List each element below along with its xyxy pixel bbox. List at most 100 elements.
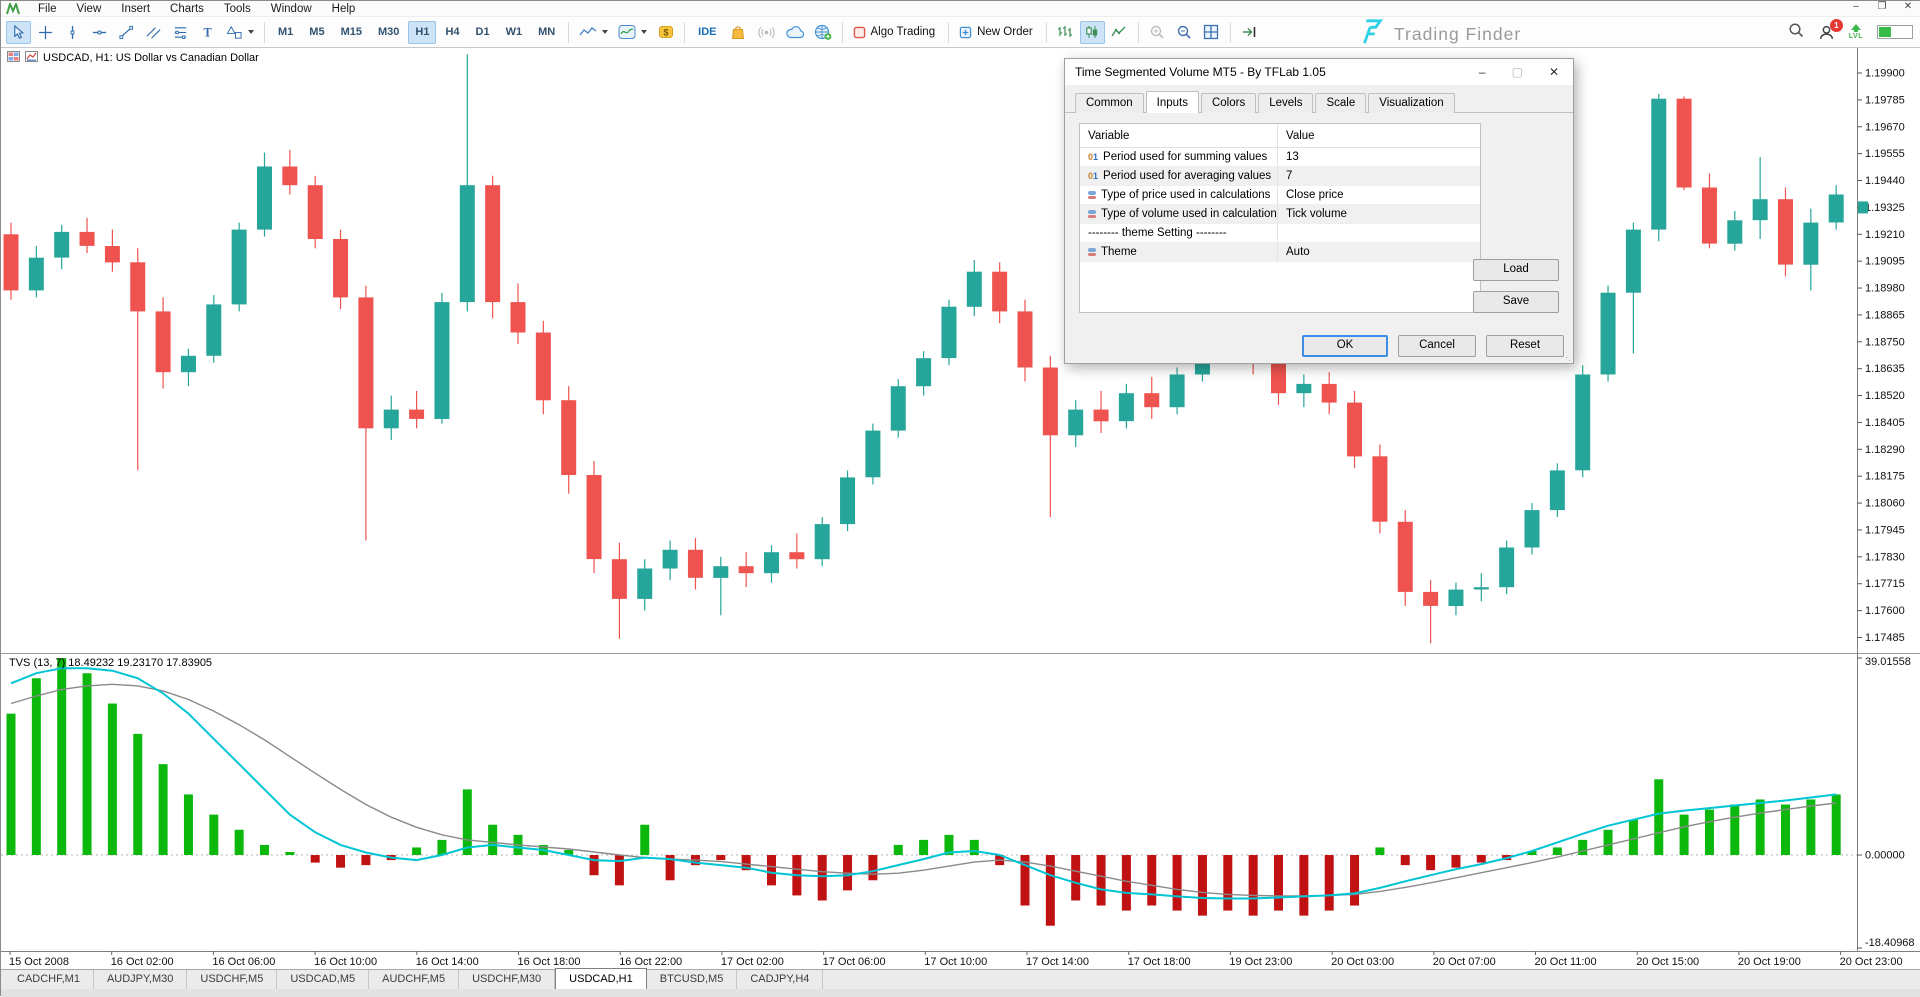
chart-type-line-button[interactable] <box>1107 21 1132 44</box>
timeframe-m5-button[interactable]: M5 <box>309 26 325 38</box>
timeframe-mn-button[interactable]: MN <box>538 26 556 38</box>
tool-crosshair-button[interactable] <box>33 21 58 44</box>
chart-tab-audchf-m5[interactable]: AUDCHF,M5 <box>369 970 460 989</box>
chart-tab-usdchf-m5[interactable]: USDCHF,M5 <box>187 970 278 989</box>
menu-view[interactable]: View <box>76 2 102 15</box>
signals-button[interactable] <box>753 21 780 44</box>
timeframe-h4-button[interactable]: H4 <box>445 26 460 38</box>
dropdown-arrow-icon <box>641 30 648 34</box>
financial-symbol-button[interactable]: $ <box>653 21 678 44</box>
load-button[interactable]: Load <box>1473 259 1559 281</box>
menu-file[interactable]: File <box>38 2 57 15</box>
zoom-out-button[interactable] <box>1172 21 1197 44</box>
mt5-logo-icon <box>6 2 22 15</box>
param-value-cell[interactable]: Close price <box>1286 189 1344 201</box>
chart-tab-cadjpy-h4[interactable]: CADJPY,H4 <box>737 970 824 989</box>
menu-tools[interactable]: Tools <box>223 2 251 15</box>
param-row[interactable]: 01 Period used for averaging values 7 <box>1080 167 1480 186</box>
reset-button[interactable]: Reset <box>1486 335 1564 357</box>
ok-button[interactable]: OK <box>1302 335 1388 357</box>
dialog-close-button[interactable]: ✕ <box>1548 65 1559 79</box>
search-button[interactable] <box>1788 22 1804 43</box>
trading-finder-logo-icon <box>1357 18 1385 51</box>
community-button[interactable] <box>810 21 836 44</box>
param-value-cell[interactable]: 7 <box>1286 170 1293 182</box>
toolbar-separator <box>1137 21 1139 43</box>
timeframe-w1-button[interactable]: W1 <box>505 26 523 38</box>
svg-text:1.19555: 1.19555 <box>1865 148 1905 160</box>
dialog-resize-grip[interactable]: ⋱ <box>1562 352 1571 362</box>
tool-fibonacci-button[interactable] <box>168 21 193 44</box>
param-value-cell[interactable]: Tick volume <box>1286 208 1347 220</box>
window-restore-button[interactable]: ❐ <box>1877 1 1887 12</box>
tool-trendline-button[interactable] <box>114 21 139 44</box>
chart-tab-audjpy-m30[interactable]: AUDJPY,M30 <box>94 970 188 989</box>
window-close-button[interactable]: ✕ <box>1903 1 1913 12</box>
zoom-in-button <box>1145 21 1170 44</box>
notification-badge: 1 <box>1829 18 1843 32</box>
dialog-tab-inputs[interactable]: Inputs <box>1145 91 1199 113</box>
dialog-title: Time Segmented Volume MT5 - By TFLab 1.0… <box>1075 65 1326 79</box>
algo-trading-button[interactable]: Algo Trading <box>849 21 943 44</box>
chart-tab-usdcad-m5[interactable]: USDCAD,M5 <box>277 970 370 989</box>
timeframe-m15-button[interactable]: M15 <box>340 26 362 38</box>
chart-window-icon <box>25 51 38 65</box>
menu-insert[interactable]: Insert <box>121 2 151 15</box>
param-value-cell[interactable]: Auto <box>1286 246 1310 258</box>
param-row[interactable]: Type of volume used in calculations Tick … <box>1080 205 1480 224</box>
menu-help[interactable]: Help <box>331 2 356 15</box>
dialog-tab-common[interactable]: Common <box>1075 93 1144 113</box>
param-value-cell[interactable] <box>1278 224 1480 242</box>
indicators-dropdown-button[interactable] <box>614 21 651 44</box>
level-indicator[interactable]: LVL <box>1849 24 1863 40</box>
param-row[interactable]: Type of price used in calculations Close … <box>1080 186 1480 205</box>
chart-tab-btcusd-m5[interactable]: BTCUSD,M5 <box>647 970 738 989</box>
dialog-tab-levels[interactable]: Levels <box>1258 93 1314 113</box>
dialog-tab-scale[interactable]: Scale <box>1315 93 1367 113</box>
ide-button[interactable]: IDE <box>698 26 717 38</box>
chart-shift-button[interactable] <box>1237 21 1262 44</box>
tool-shapes-button[interactable] <box>222 21 258 44</box>
cancel-button[interactable]: Cancel <box>1398 335 1476 357</box>
new-order-button[interactable]: New Order <box>955 21 1040 44</box>
dialog-tab-visualization[interactable]: Visualization <box>1368 93 1455 113</box>
chart-tab-usdchf-m30[interactable]: USDCHF,M30 <box>459 970 556 989</box>
param-row[interactable]: -------- theme Setting -------- <box>1080 224 1480 243</box>
tool-horizontal-line-button[interactable] <box>87 21 112 44</box>
tool-channel-button[interactable] <box>141 21 166 44</box>
user-profile-button[interactable]: 1 <box>1818 18 1843 41</box>
save-button[interactable]: Save <box>1473 291 1559 313</box>
dialog-tab-colors[interactable]: Colors <box>1200 93 1257 113</box>
param-row[interactable]: 01 Period used for summing values 13 <box>1080 148 1480 167</box>
timeframe-h1-button[interactable]: H1 <box>408 20 437 44</box>
fibonacci-icon <box>174 26 187 39</box>
tool-vertical-line-button[interactable] <box>60 21 85 44</box>
chart-canvas[interactable]: 1.19900 1.19785 1.19670 1.19555 1.19440 1.193… <box>1 48 1920 969</box>
tool-text-button[interactable]: T <box>195 21 220 44</box>
param-variable-cell: 01 Period used for summing values <box>1080 148 1278 166</box>
tool-cursor-button[interactable] <box>6 20 31 44</box>
dialog-minimize-button[interactable]: – <box>1478 65 1486 79</box>
timeframe-m1-button[interactable]: M1 <box>278 26 294 38</box>
tile-windows-button[interactable] <box>1199 21 1224 44</box>
menu-window[interactable]: Window <box>270 2 312 15</box>
chart-tab-usdcad-h1[interactable]: USDCAD,H1 <box>555 968 647 989</box>
chart-type-dropdown-button[interactable] <box>575 21 612 44</box>
timeframe-d1-button[interactable]: D1 <box>475 26 490 38</box>
menu-charts[interactable]: Charts <box>170 2 204 15</box>
chart-type-candles-button[interactable] <box>1079 20 1105 44</box>
window-minimize-button[interactable]: – <box>1853 1 1859 12</box>
timeframe-m30-button[interactable]: M30 <box>377 26 400 38</box>
chart-tab-cadchf-m1[interactable]: CADCHF,M1 <box>4 970 94 989</box>
dialog-maximize-button[interactable]: ▢ <box>1511 65 1523 79</box>
param-row[interactable]: Theme Auto <box>1080 243 1480 262</box>
param-value-cell[interactable]: 13 <box>1286 151 1299 163</box>
chart-type-bars-button[interactable] <box>1053 21 1078 44</box>
param-variable-cell: -------- theme Setting -------- <box>1080 224 1278 242</box>
svg-text:1.19210: 1.19210 <box>1865 229 1905 241</box>
enum-param-icon <box>1088 248 1096 256</box>
cloud-button[interactable] <box>782 21 808 44</box>
text-icon: T <box>203 25 211 39</box>
dialog-title-bar[interactable]: Time Segmented Volume MT5 - By TFLab 1.0… <box>1065 59 1573 85</box>
market-button[interactable] <box>726 21 751 44</box>
